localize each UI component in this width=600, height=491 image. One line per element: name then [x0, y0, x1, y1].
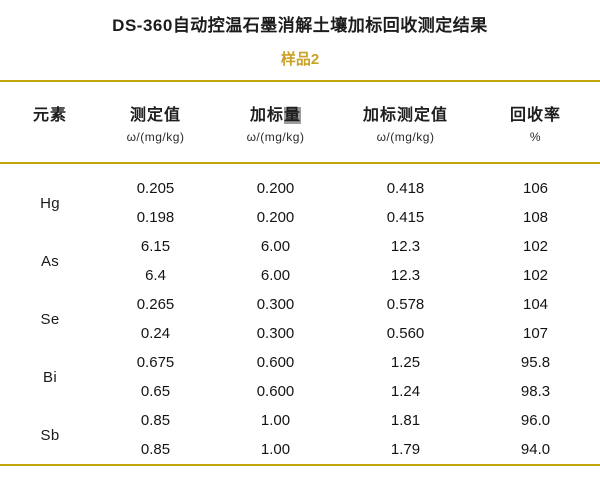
table-row: As 6.15 6.00 12.3 102 — [0, 232, 600, 270]
value-cell: 98.3 — [520, 383, 551, 400]
value-cell: 0.300 — [256, 296, 295, 313]
value-cell: 95.8 — [520, 354, 551, 371]
value-cell: 1.81 — [390, 412, 421, 429]
value-cell: 106 — [522, 180, 549, 197]
table-row: 0.85 1.00 1.79 94.0 — [0, 435, 600, 465]
value-cell: 6.00 — [260, 267, 291, 284]
value-cell: 0.198 — [136, 209, 175, 226]
value-cell: 1.79 — [390, 441, 421, 458]
value-cell: 0.85 — [140, 441, 171, 458]
value-cell: 6.15 — [140, 238, 171, 255]
column-header-element: 元素 — [0, 81, 100, 164]
value-cell: 0.600 — [256, 383, 295, 400]
value-cell: 0.200 — [256, 180, 295, 197]
column-label: 加标测定值 — [362, 107, 448, 124]
value-cell: 6.00 — [260, 238, 291, 255]
column-unit: ω/(mg/kg) — [246, 130, 305, 144]
column-unit — [0, 128, 100, 146]
value-cell: 108 — [522, 209, 549, 226]
value-cell: 0.418 — [386, 180, 425, 197]
value-cell: 0.560 — [386, 325, 425, 342]
table-body: Hg 0.205 0.200 0.418 106 0.198 0.200 0.415 108 As… — [0, 163, 600, 465]
value-cell: 0.578 — [386, 296, 425, 313]
header-row: 元素 测定值 ω/(mg/kg) 加标量 ω/(mg/kg) 加标测定值 ω/(mg/kg)… — [0, 81, 600, 164]
column-label: 加标量 — [249, 107, 302, 124]
value-cell: 0.85 — [140, 412, 171, 429]
column-header-spike-amount: 加标量 ω/(mg/kg) — [211, 81, 340, 164]
table-row: 0.198 0.200 0.415 108 — [0, 203, 600, 232]
element-cell-Se: Se — [40, 310, 60, 328]
results-table: 元素 测定值 ω/(mg/kg) 加标量 ω/(mg/kg) 加标测定值 ω/(mg/kg)… — [0, 80, 600, 466]
value-cell: 104 — [522, 296, 549, 313]
table-row: Hg 0.205 0.200 0.418 106 — [0, 163, 600, 212]
column-label: 元素 — [32, 107, 67, 124]
table-row: 6.4 6.00 12.3 102 — [0, 261, 600, 290]
value-cell: 102 — [522, 238, 549, 255]
column-header-spiked-measured-value: 加标测定值 ω/(mg/kg) — [340, 81, 471, 164]
column-unit: ω/(mg/kg) — [376, 130, 435, 144]
column-header-measured-value: 测定值 ω/(mg/kg) — [100, 81, 211, 164]
value-cell: 1.00 — [260, 441, 291, 458]
value-cell: 1.24 — [390, 383, 421, 400]
value-cell: 0.600 — [256, 354, 295, 371]
table-header: 元素 测定值 ω/(mg/kg) 加标量 ω/(mg/kg) 加标测定值 ω/(mg/kg)… — [0, 81, 600, 164]
value-cell: 94.0 — [520, 441, 551, 458]
value-cell: 0.65 — [140, 383, 171, 400]
element-cell-As: As — [40, 252, 60, 270]
value-cell: 0.415 — [386, 209, 425, 226]
value-cell: 107 — [522, 325, 549, 342]
element-cell-Hg: Hg — [40, 194, 60, 212]
highlighted-char: 量 — [284, 107, 302, 124]
table-row: Se 0.265 0.300 0.578 104 — [0, 290, 600, 328]
value-cell: 0.265 — [136, 296, 175, 313]
column-unit: ω/(mg/kg) — [126, 130, 185, 144]
table-row: 0.24 0.300 0.560 107 — [0, 319, 600, 348]
table-row: Sb 0.85 1.00 1.81 96.0 — [0, 406, 600, 444]
value-cell: 0.675 — [136, 354, 175, 371]
value-cell: 6.4 — [145, 267, 166, 284]
element-cell-Bi: Bi — [43, 368, 57, 386]
value-cell: 12.3 — [390, 238, 421, 255]
column-label: 回收率 — [509, 107, 561, 124]
element-cell-Sb: Sb — [40, 426, 60, 444]
value-cell: 1.25 — [390, 354, 421, 371]
value-cell: 0.200 — [256, 209, 295, 226]
value-cell: 0.24 — [140, 325, 171, 342]
value-cell: 0.205 — [136, 180, 175, 197]
column-unit: % — [529, 130, 542, 144]
value-cell: 12.3 — [390, 267, 421, 284]
report-title: DS-360自动控温石墨消解土壤加标回收测定结果 — [112, 16, 488, 35]
column-label: 测定值 — [129, 107, 181, 124]
value-cell: 96.0 — [520, 412, 551, 429]
sample-subtitle: 样品2 — [280, 51, 320, 68]
column-header-recovery-rate: 回收率% — [471, 81, 600, 164]
table-row: 0.65 0.600 1.24 98.3 — [0, 377, 600, 406]
value-cell: 102 — [522, 267, 549, 284]
value-cell: 1.00 — [260, 412, 291, 429]
value-cell: 0.300 — [256, 325, 295, 342]
table-row: Bi 0.675 0.600 1.25 95.8 — [0, 348, 600, 386]
